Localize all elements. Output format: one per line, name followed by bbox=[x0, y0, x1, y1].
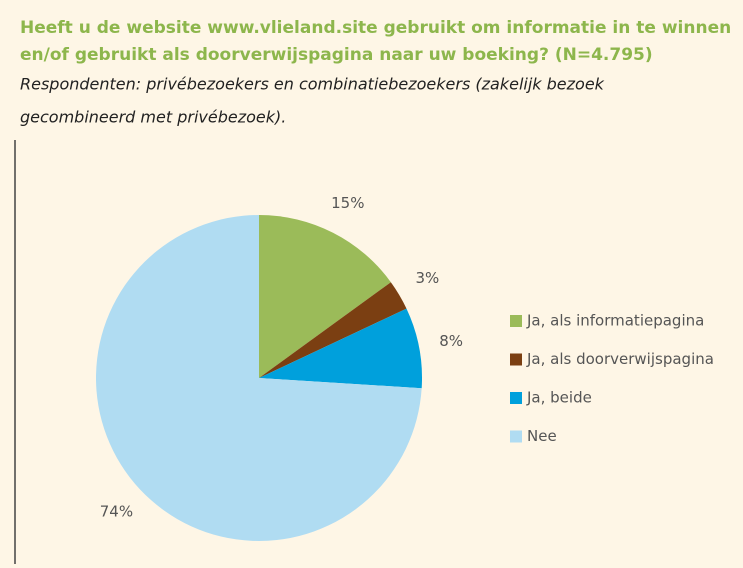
data-label: 8% bbox=[439, 332, 463, 350]
legend-swatch bbox=[510, 315, 522, 327]
legend-label: Ja, als informatiepagina bbox=[526, 312, 704, 330]
chart-subtitle: Respondenten: privébezoekers en combinat… bbox=[20, 75, 605, 94]
pie-slice bbox=[259, 282, 407, 378]
data-label: 3% bbox=[415, 269, 439, 287]
legend-swatch bbox=[510, 353, 522, 366]
data-label: 74% bbox=[100, 502, 133, 520]
legend-swatch bbox=[510, 430, 522, 443]
legend-label: Ja, als doorverwijspagina bbox=[526, 350, 714, 368]
pie-slice bbox=[259, 215, 391, 378]
legend-swatch bbox=[510, 392, 522, 404]
data-label: 15% bbox=[331, 194, 364, 212]
chart-title: en/of gebruikt als doorverwijspagina naa… bbox=[20, 45, 653, 65]
legend-label: Ja, beide bbox=[526, 389, 592, 407]
chart-subtitle: gecombineerd met privébezoek). bbox=[20, 108, 286, 127]
pie-slice bbox=[259, 308, 422, 389]
legend-label: Nee bbox=[527, 427, 557, 445]
chart-title: Heeft u de website www.vlieland.site geb… bbox=[20, 18, 731, 38]
pie-slice bbox=[95, 215, 422, 541]
